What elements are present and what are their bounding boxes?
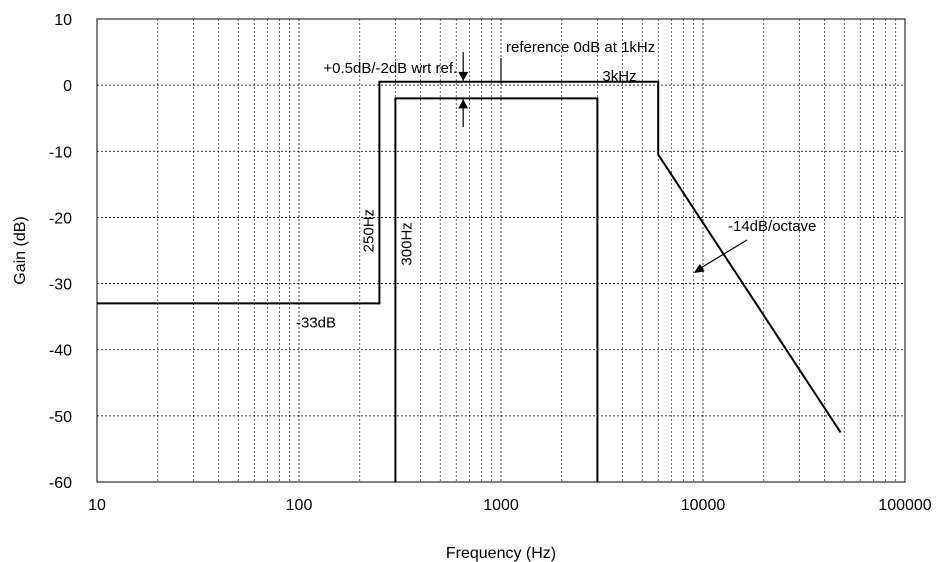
tolerance-label: +0.5dB/-2dB wrt ref. (323, 60, 457, 77)
slope-arrowhead (693, 263, 705, 273)
grid (97, 19, 905, 482)
x-tick-label: 10 (88, 497, 106, 514)
y-tick-label: 0 (63, 78, 72, 95)
reference-label: reference 0dB at 1kHz (506, 39, 655, 56)
250hz-label: 250Hz (360, 209, 377, 252)
y-tick-label: -60 (49, 475, 72, 492)
y-tick-labels: 10 0 -10 -20 -30 -40 -50 -60 (49, 12, 72, 492)
annotations: +0.5dB/-2dB wrt ref. reference 0dB at 1k… (296, 39, 816, 331)
3khz-label: 3kHz (602, 68, 636, 85)
mask-line-1 (97, 80, 842, 433)
300hz-label: 300Hz (398, 222, 415, 265)
mask-line-2 (394, 97, 599, 482)
y-tick-label: -30 (49, 277, 72, 294)
plot-frame (96, 18, 906, 483)
slope-label: -14dB/octave (728, 218, 816, 235)
y-tick-label: -10 (49, 144, 72, 161)
x-tick-label: 100 (286, 497, 313, 514)
slope-arrow (695, 239, 748, 272)
x-axis-title: Frequency (Hz) (446, 545, 556, 562)
floor-label: -33dB (296, 314, 336, 331)
y-tick-label: -20 (49, 210, 72, 227)
x-tick-label: 100000 (878, 497, 931, 514)
y-tick-label: 10 (54, 12, 72, 29)
tolerance-arrowhead-down (458, 71, 469, 81)
series-lines (97, 80, 842, 482)
y-axis-title: Gain (dB) (12, 216, 29, 284)
x-tick-labels: 10 100 1000 10000 100000 (88, 497, 932, 514)
x-tick-label: 1000 (483, 497, 519, 514)
tolerance-arrowhead-up (458, 99, 469, 109)
y-tick-label: -50 (49, 409, 72, 426)
y-tick-label: -40 (49, 343, 72, 360)
x-tick-label: 10000 (681, 497, 726, 514)
